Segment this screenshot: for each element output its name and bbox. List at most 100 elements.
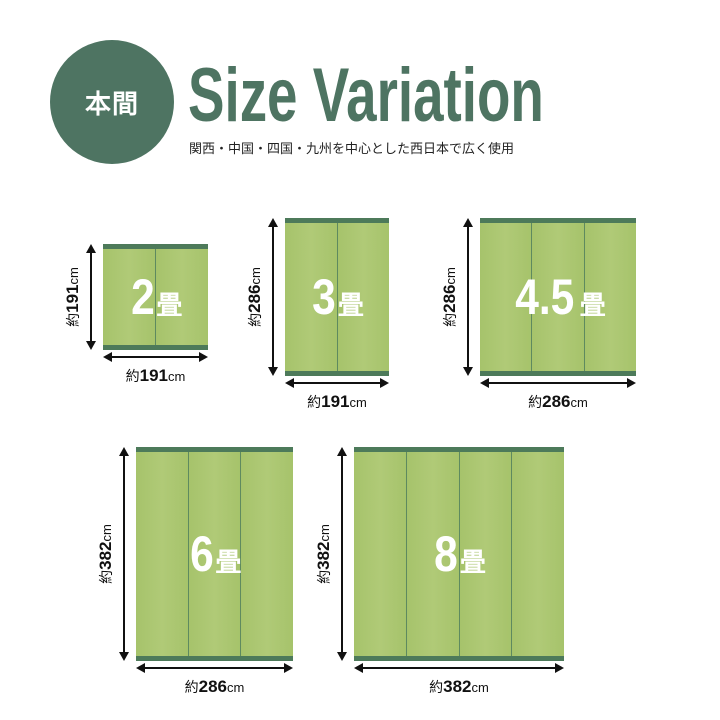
dimension-unit: cm xyxy=(317,524,332,542)
arrowhead-icon xyxy=(119,652,129,661)
width-arrow-line xyxy=(358,667,560,669)
mat-size-unit: 畳 xyxy=(459,548,486,578)
dimension-prefix: 約 xyxy=(66,312,82,327)
tatami-panel xyxy=(103,249,155,345)
arrowhead-icon xyxy=(284,663,293,673)
dimension-unit: cm xyxy=(248,267,263,285)
dimension-prefix: 約 xyxy=(248,312,264,327)
height-label: 約286cm xyxy=(440,267,460,327)
mat-size-number: 2 xyxy=(130,269,155,325)
dimension-prefix: 約 xyxy=(443,312,459,327)
arrowhead-icon xyxy=(268,367,278,376)
page-title: Size Variation xyxy=(188,53,544,138)
width-arrow-line xyxy=(107,356,204,358)
height-label: 約382cm xyxy=(96,524,116,584)
dimension-value: 286 xyxy=(245,284,264,313)
dimension-prefix: 約 xyxy=(528,395,543,411)
dimension-value: 382 xyxy=(96,541,115,570)
width-label: 約191cm xyxy=(126,366,186,386)
dimension-value: 191 xyxy=(139,366,169,385)
width-label: 約191cm xyxy=(307,392,367,412)
height-arrow-line xyxy=(341,451,343,657)
mat-size-unit: 畳 xyxy=(579,291,606,321)
dimension-unit: cm xyxy=(570,395,588,410)
mat-size-label: 4.5 畳 xyxy=(480,268,636,326)
arrowhead-icon xyxy=(380,378,389,388)
tatami-panel xyxy=(187,452,241,656)
dimension-prefix: 約 xyxy=(307,395,322,411)
arrowhead-icon xyxy=(463,218,473,227)
mat-size-label: 3畳 xyxy=(285,268,389,326)
mat-size-number: 6 xyxy=(189,526,214,582)
arrowhead-icon xyxy=(337,652,347,661)
arrowhead-icon xyxy=(86,341,96,350)
arrowhead-icon xyxy=(555,663,564,673)
arrowhead-icon xyxy=(86,244,96,253)
mat-size-number: 4.5 xyxy=(515,269,575,325)
tatami-panel xyxy=(240,452,294,656)
tatami-panel xyxy=(480,223,532,371)
height-arrow-line xyxy=(467,222,469,372)
arrowhead-icon xyxy=(136,663,145,673)
mat-size-label: 2畳 xyxy=(103,268,208,326)
width-label: 約286cm xyxy=(185,677,245,697)
dimension-value: 286 xyxy=(198,677,228,696)
dimension-value: 191 xyxy=(321,392,350,411)
height-label: 約382cm xyxy=(314,524,334,584)
tatami-panel xyxy=(511,452,564,656)
dimension-unit: cm xyxy=(471,680,489,695)
dimension-unit: cm xyxy=(349,395,367,410)
tatami-mat: 3畳 xyxy=(285,218,389,376)
dimension-prefix: 約 xyxy=(317,569,333,584)
dimension-unit: cm xyxy=(168,369,186,384)
mat-size-unit: 畳 xyxy=(215,548,242,578)
dimension-prefix: 約 xyxy=(125,369,140,385)
height-label: 約286cm xyxy=(245,267,265,327)
dimension-value: 286 xyxy=(440,284,459,313)
tatami-panel xyxy=(583,223,636,371)
arrowhead-icon xyxy=(463,367,473,376)
mat-size-unit: 畳 xyxy=(337,291,364,321)
mat-size-label: 6畳 xyxy=(136,525,293,583)
arrowhead-icon xyxy=(103,352,112,362)
dimension-unit: cm xyxy=(99,524,114,542)
tatami-mat: 6畳 xyxy=(136,447,294,661)
width-arrow-line xyxy=(484,382,632,384)
width-label: 約286cm xyxy=(528,392,588,412)
dimension-unit: cm xyxy=(66,267,81,285)
height-label: 約191cm xyxy=(63,267,83,327)
dimension-unit: cm xyxy=(227,680,245,695)
arrowhead-icon xyxy=(337,447,347,456)
tatami-mat: 8畳 xyxy=(354,447,564,661)
height-arrow-line xyxy=(272,222,274,372)
arrowhead-icon xyxy=(199,352,208,362)
mat-size-unit: 畳 xyxy=(156,291,183,321)
width-arrow-line xyxy=(140,667,289,669)
width-arrow-line xyxy=(289,382,385,384)
tatami-mat: 4.5 畳 xyxy=(480,218,636,376)
tatami-panel xyxy=(354,452,406,656)
tatami-panel xyxy=(155,249,208,345)
tatami-panel xyxy=(458,452,512,656)
dimension-value: 382 xyxy=(443,677,472,696)
tatami-mat: 2畳 xyxy=(103,244,208,350)
arrowhead-icon xyxy=(627,378,636,388)
dimension-prefix: 約 xyxy=(184,680,199,696)
dimension-unit: cm xyxy=(443,267,458,285)
tatami-panel xyxy=(531,223,584,371)
dimension-value: 286 xyxy=(542,392,571,411)
arrowhead-icon xyxy=(285,378,294,388)
height-arrow-line xyxy=(90,248,92,346)
room-type-badge: 本間 xyxy=(50,40,174,164)
arrowhead-icon xyxy=(354,663,363,673)
height-arrow-line xyxy=(123,451,125,657)
arrowhead-icon xyxy=(119,447,129,456)
dimension-value: 191 xyxy=(63,284,82,313)
tatami-panel xyxy=(285,223,337,371)
room-type-label: 本間 xyxy=(84,89,139,120)
arrowhead-icon xyxy=(480,378,489,388)
mat-size-label: 8畳 xyxy=(354,525,564,583)
dimension-prefix: 約 xyxy=(429,680,444,696)
tatami-panel xyxy=(136,452,188,656)
